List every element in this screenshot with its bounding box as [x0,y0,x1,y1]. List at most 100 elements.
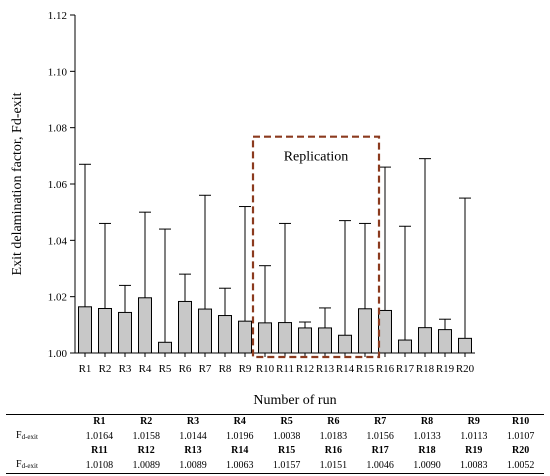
row-label [6,444,76,458]
bar [438,329,452,354]
table-cell: R10 [497,414,544,429]
table-cell: R15 [277,445,296,456]
table-value-row: Fd-exit 1.0164 1.0158 1.0144 1.0196 1.0038 1.0… [6,429,544,444]
table-cell: 1.0164 [85,430,114,442]
table-cell: R19 [465,445,483,456]
table-cell: R13 [184,445,202,456]
table-cell: 1.0089 [169,458,217,474]
table-header-row: R1 R2 R3 R4 R5 R6 R7 R8 R9 R10 [6,414,544,429]
replication-label: Replication [284,150,349,165]
table-cell: 1.0133 [413,430,441,442]
table-cell: R20 [511,445,530,456]
y-axis-title: Exit delamination factor, Fd-exit [10,92,25,275]
table-cell: 1.0183 [319,430,348,442]
bar [138,297,152,354]
x-tick-label: R4 [139,363,152,375]
x-tick-label: R11 [276,363,294,375]
table-cell: 1.0046 [356,458,404,474]
bar [338,334,352,354]
table-cell: 1.0156 [366,430,394,442]
table-cell: R16 [324,445,342,456]
table-cell: R18 [418,445,436,456]
x-tick-label: R20 [456,363,475,375]
table-cell: 1.0108 [76,458,123,474]
x-tick-label: R18 [416,363,435,375]
y-tick-label: 1.04 [48,235,68,247]
value-table: R1 R2 R3 R4 R5 R6 R7 R8 R9 R10 Fd-exit 1.0164 1.0158… [6,414,544,474]
x-tick-label: R2 [99,363,112,375]
y-tick-label: 1.00 [48,348,68,360]
bar [378,309,392,354]
table-cell: R8 [403,414,451,429]
bar [198,308,212,354]
table-cell: R12 [137,445,155,456]
replication-box [251,135,381,359]
bar [78,306,92,354]
x-tick-label: R7 [199,363,212,375]
x-tick-label: R3 [119,363,132,375]
table-cell: 1.0157 [263,458,310,474]
bar-chart: 1.00 1.02 1.04 1.06 1.08 1.10 1.12 R1 R2 R3 R4 R5 R6… [10,10,475,408]
x-tick-label: R5 [159,363,172,375]
x-tick-label: R9 [239,363,252,375]
table-cell: 1.0151 [309,458,357,474]
table-cell: R7 [356,414,404,429]
row-label: Fd-exit [6,429,76,444]
table-cell: R2 [122,414,170,429]
y-tick-label: 1.02 [48,292,67,304]
table-cell: 1.0038 [272,430,301,442]
table-cell: 1.0107 [506,430,535,442]
bar [238,320,252,354]
x-axis-title: Number of run [253,393,336,408]
y-tick-label: 1.06 [48,179,68,191]
table-cell: R3 [169,414,217,429]
table-cell: 1.0158 [132,430,160,442]
bar [98,307,112,354]
x-tick-label: R12 [296,363,314,375]
table-cell: R14 [231,445,249,456]
table-cell: R1 [76,414,123,429]
bar [278,322,292,354]
bar [398,339,412,354]
row-label-main: F [16,459,22,470]
table-cell: R9 [450,414,498,429]
table-cell: 1.0113 [460,430,488,442]
row-label [6,414,76,429]
bar [358,308,372,354]
table-cell: R6 [309,414,357,429]
x-tick-label: R6 [179,363,192,375]
bar [418,327,432,354]
y-tick-label: 1.10 [48,66,68,78]
bar [458,337,472,354]
row-label-sub: d-exit [21,433,38,441]
x-tick-label: R10 [256,363,275,375]
y-tick-label: 1.08 [48,123,68,135]
x-tick-label: R16 [376,363,395,375]
bar [258,322,272,354]
row-label-sub: d-exit [21,462,38,470]
table-cell: R11 [91,445,108,456]
bar [158,341,172,354]
bar [318,327,332,354]
row-label: Fd-exit [6,458,76,474]
x-tick-label: R14 [336,363,355,375]
bar [298,327,312,354]
table-value-row: Fd-exit 1.0108 1.0089 1.0089 1.0063 1.0157 1.0… [6,458,544,474]
row-label-main: F [16,430,22,441]
table-cell: 1.0052 [497,458,544,474]
x-tick-label: R19 [436,363,455,375]
x-tick-label: R17 [396,363,415,375]
x-tick-label: R13 [316,363,335,375]
table-cell: 1.0083 [450,458,498,474]
bar [118,311,132,354]
chart-area: 1.00 1.02 1.04 1.06 1.08 1.10 1.12 R1 R2 R3 R4 R5 R6… [10,10,475,408]
table-cell: R5 [263,414,310,429]
table-header-row: R11 R12 R13 R14 R15 R16 R17 R18 R19 R20 [6,444,544,458]
x-tick-label: R8 [219,363,232,375]
table-cell: R17 [371,445,389,456]
x-tick-label: R15 [356,363,375,375]
bar [178,300,192,354]
x-tick-label: R1 [79,363,92,375]
table-cell: 1.0090 [403,458,451,474]
table-cell: R4 [216,414,264,429]
